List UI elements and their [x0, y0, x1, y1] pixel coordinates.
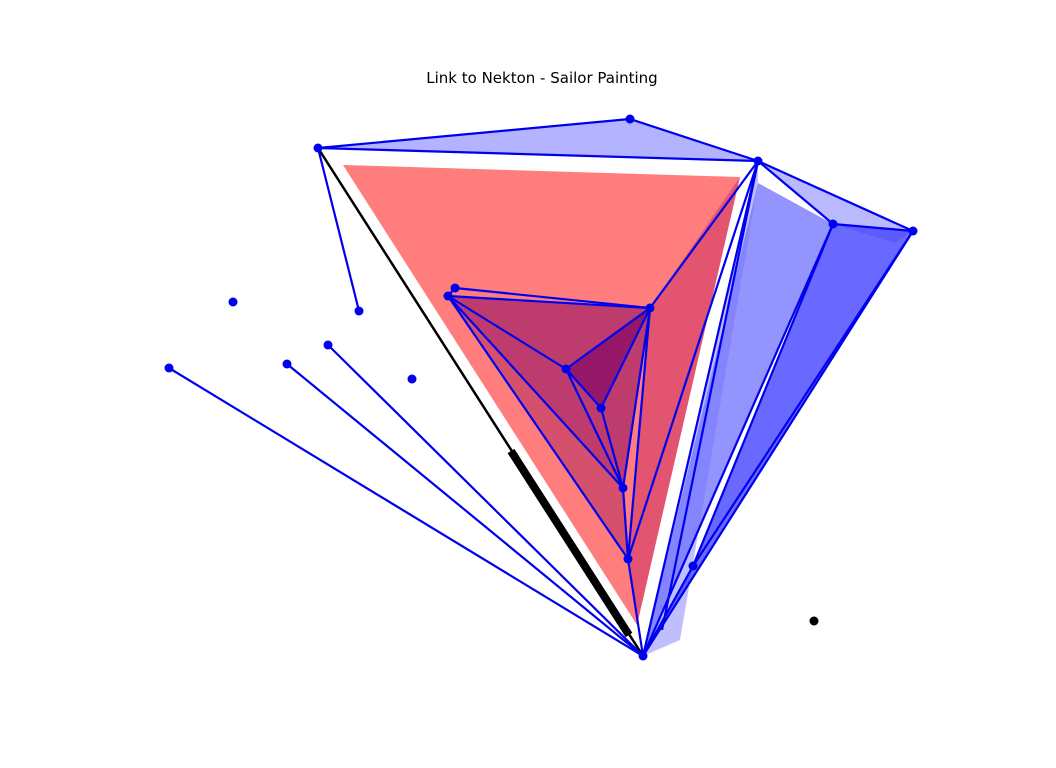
edge — [626, 160, 760, 560]
edge — [626, 558, 645, 657]
figure-title: Link to Nekton - Sailor Painting — [426, 69, 658, 87]
right-blue-wedge-2 — [643, 183, 833, 656]
edge — [629, 117, 759, 163]
edge — [641, 223, 835, 657]
node — [450, 283, 460, 293]
edge — [565, 368, 602, 409]
edge — [565, 368, 624, 489]
edge — [757, 160, 834, 225]
edge — [621, 487, 630, 560]
node — [623, 554, 633, 564]
edge — [757, 159, 914, 233]
edge — [168, 367, 644, 657]
node — [908, 226, 918, 236]
node — [753, 156, 763, 166]
node — [688, 561, 698, 571]
edge — [642, 565, 694, 657]
node — [561, 364, 571, 374]
edge — [447, 295, 624, 489]
black-diagonal-thick — [507, 448, 633, 638]
red-overlay-right — [628, 177, 740, 625]
node — [228, 297, 238, 307]
node-layer — [164, 114, 918, 661]
edge — [327, 344, 644, 657]
edge — [642, 230, 914, 657]
edge — [447, 295, 629, 560]
node — [282, 359, 292, 369]
edge-layer — [168, 117, 914, 657]
edge — [316, 147, 361, 312]
edge — [286, 363, 644, 657]
node — [596, 403, 606, 413]
edge — [317, 146, 759, 163]
node — [625, 114, 635, 124]
node — [164, 363, 174, 373]
black-line-layer — [316, 147, 645, 657]
node — [828, 219, 838, 229]
right-blue-wedge-3 — [758, 161, 913, 243]
node — [313, 143, 323, 153]
node — [323, 340, 333, 350]
node — [638, 651, 648, 661]
black-node — [809, 616, 819, 626]
edge — [626, 307, 652, 560]
node — [645, 303, 655, 313]
fill-layer — [318, 119, 913, 656]
edge — [600, 307, 651, 409]
edge — [565, 307, 651, 370]
edge — [641, 160, 760, 657]
edge — [454, 286, 651, 310]
edge — [649, 160, 759, 309]
edge — [447, 295, 567, 370]
inner-purple-core — [566, 308, 650, 408]
node — [618, 483, 628, 493]
edge — [621, 307, 652, 489]
edge — [692, 230, 914, 567]
edge — [599, 407, 625, 489]
edge — [691, 223, 835, 567]
node — [407, 374, 417, 384]
edge — [447, 294, 651, 310]
node — [443, 291, 453, 301]
node — [354, 306, 364, 316]
edge — [660, 160, 760, 631]
edge — [832, 222, 914, 233]
edge — [317, 117, 631, 150]
